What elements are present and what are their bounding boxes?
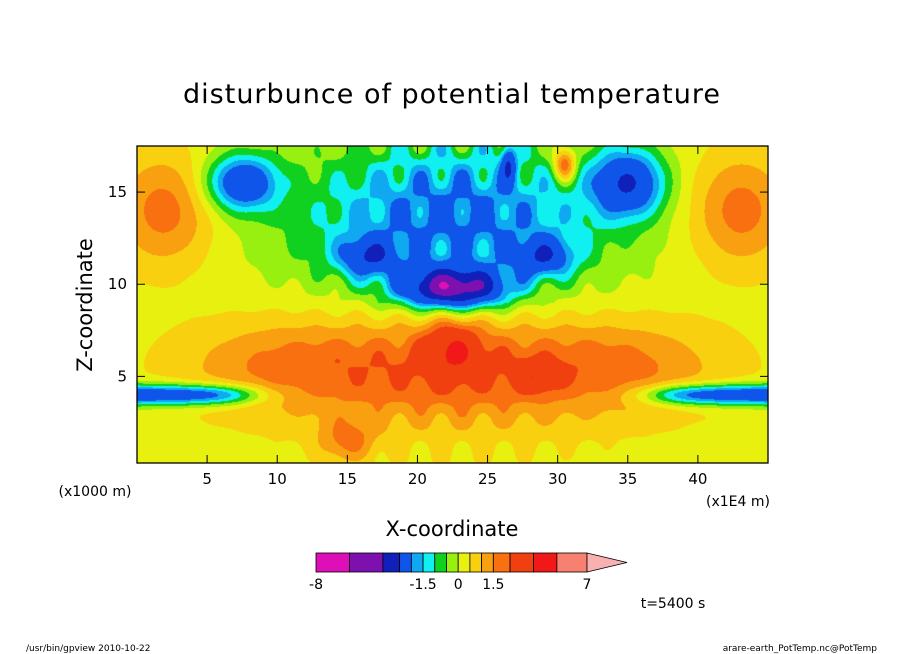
colorbar-box	[399, 552, 412, 573]
colorbar-box	[469, 552, 483, 573]
y-axis-unit: (x1000 m)	[59, 484, 132, 500]
colorbar-box	[556, 552, 588, 573]
x-axis-label: X-coordinate	[386, 517, 519, 541]
colorbar-tick-label: 7	[583, 577, 592, 593]
x-axis: 5 10 15 20 25 30 35 40	[202, 146, 707, 488]
colorbar-tick-label: 0	[454, 577, 463, 593]
y-tick-label: 5	[117, 367, 127, 385]
colorbar-box	[422, 552, 436, 573]
colorbar-box	[434, 552, 447, 573]
x-tick-label: 20	[408, 470, 427, 488]
y-axis-label: Z-coordinate	[73, 238, 97, 372]
x-tick-label: 15	[338, 470, 357, 488]
colorbar-box	[533, 552, 558, 573]
colorbar-box	[382, 552, 401, 573]
plot-frame	[136, 145, 769, 464]
colorbar-box	[446, 552, 459, 573]
x-tick-label: 25	[478, 470, 497, 488]
time-label: t=5400 s	[641, 596, 706, 612]
plot-area	[137, 146, 768, 463]
colorbar-tick-label: 1.5	[482, 577, 504, 593]
colorbar-box	[457, 552, 471, 573]
colorbar-box	[509, 552, 534, 573]
x-tick-label: 5	[202, 470, 212, 488]
x-tick-label: 30	[548, 470, 567, 488]
colorbar-tick-label: -1.5	[409, 577, 436, 593]
footer-right: arare-earth_PotTemp.nc@PotTemp	[723, 644, 878, 654]
colorbar-box	[349, 552, 384, 573]
y-axis: 5 10 15	[108, 183, 768, 385]
x-tick-label: 40	[688, 470, 707, 488]
contour-field	[137, 146, 768, 463]
colorbar-tick-label: -8	[309, 577, 323, 593]
x-axis-unit: (x1E4 m)	[706, 494, 770, 510]
y-tick-label: 10	[108, 275, 127, 293]
colorbar: -8 -1.5 0 1.5 7	[309, 552, 628, 593]
colorbar-box	[315, 552, 350, 573]
x-tick-label: 35	[618, 470, 637, 488]
footer-left: /usr/bin/gpview 2010-10-22	[26, 644, 150, 654]
colorbar-extension	[586, 552, 628, 573]
x-tick-label: 10	[268, 470, 287, 488]
chart-title: disturbunce of potential temperature	[183, 79, 721, 110]
colorbar-box	[481, 552, 494, 573]
y-tick-label: 15	[108, 183, 127, 201]
colorbar-box	[410, 552, 424, 573]
colorbar-box	[492, 552, 511, 573]
